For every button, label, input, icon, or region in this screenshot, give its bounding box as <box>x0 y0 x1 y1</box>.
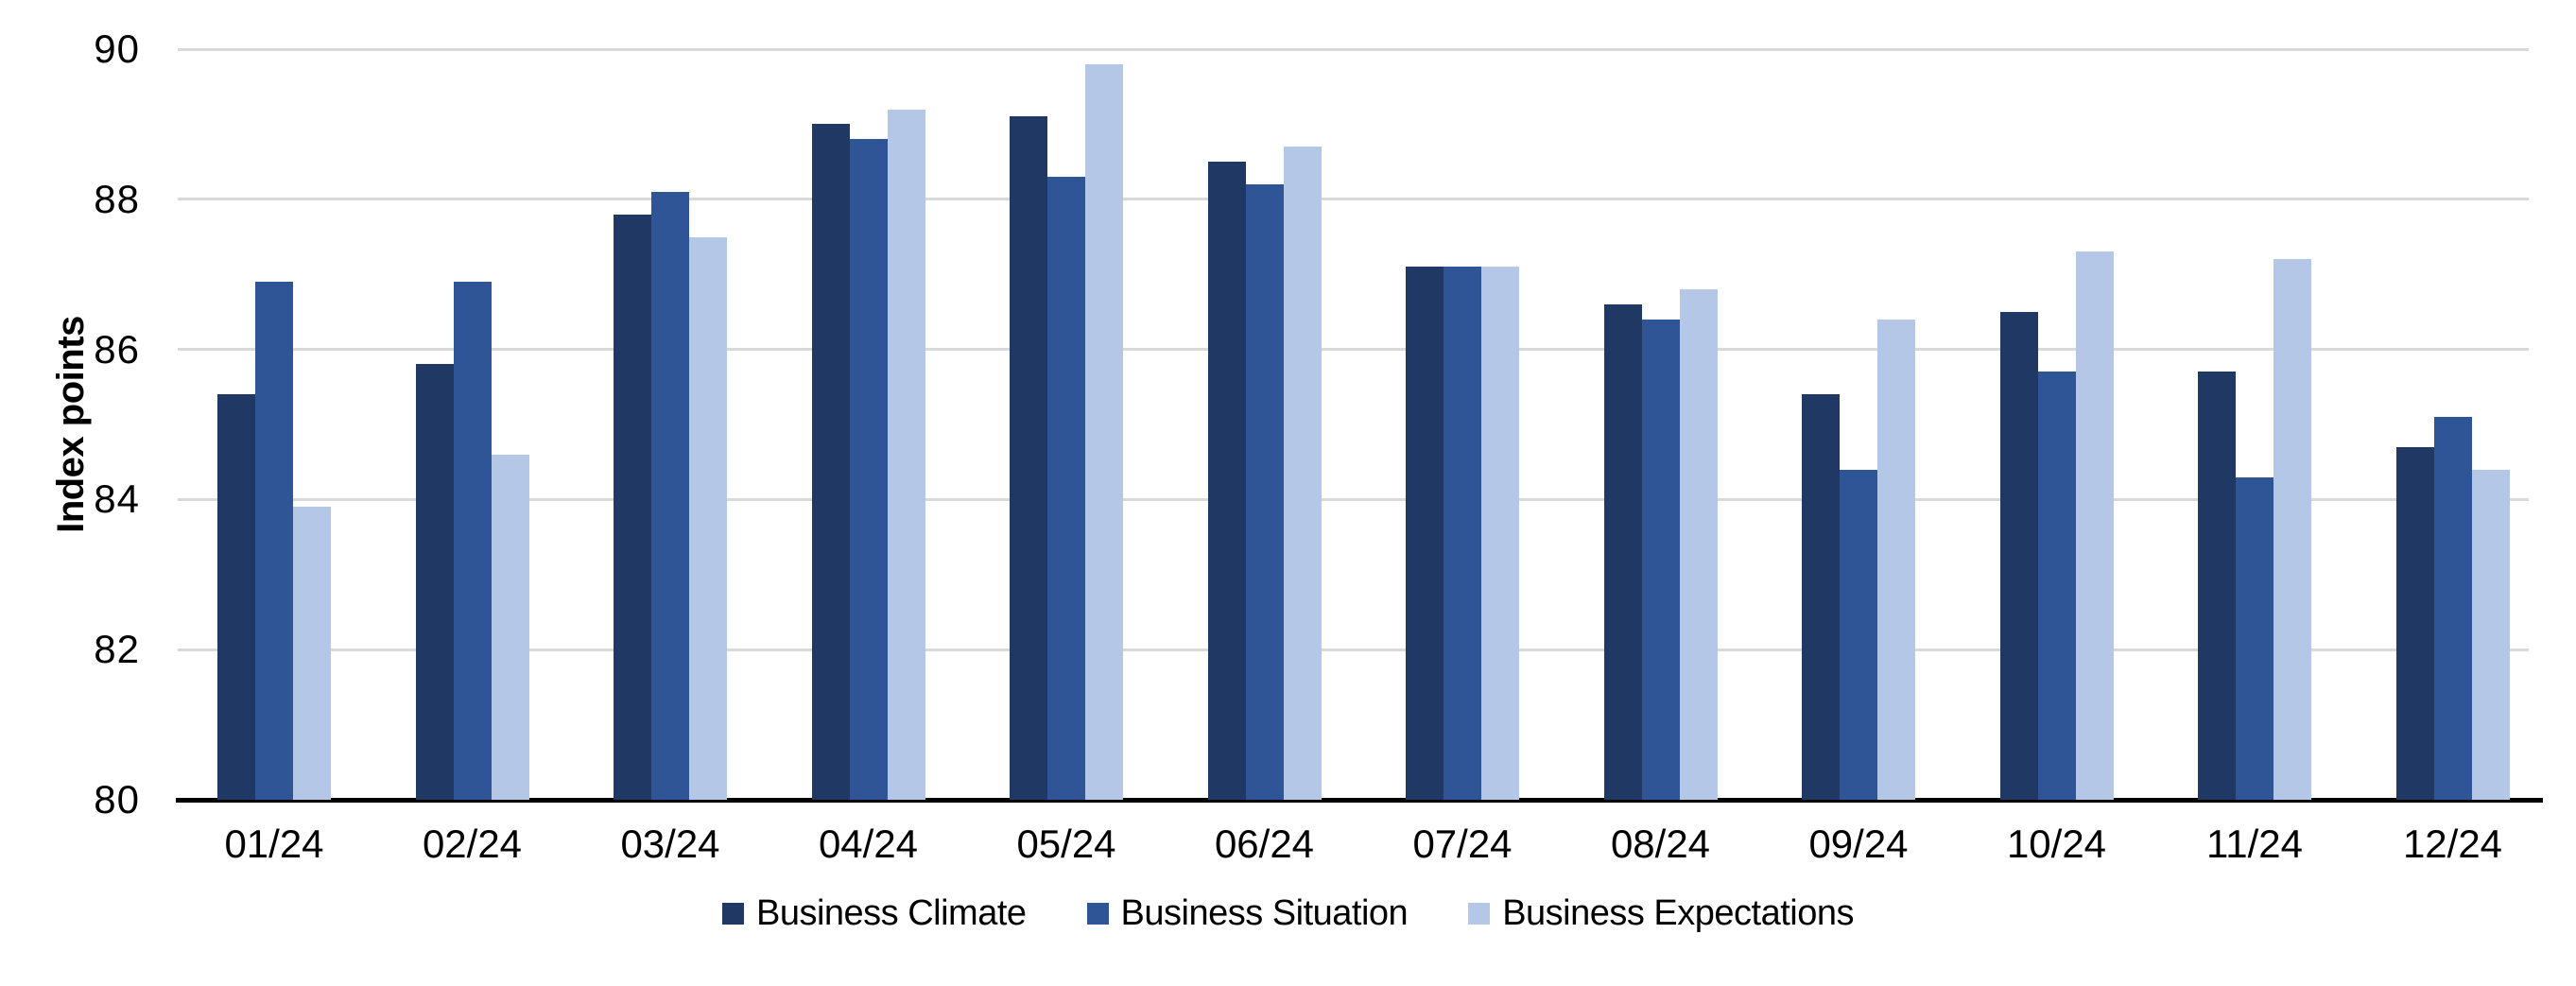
bar-business-climate-10-24 <box>1999 311 2038 800</box>
x-axis-label-10-24: 10/24 <box>2006 822 2107 866</box>
y-tick-label-80: 80 <box>94 777 140 822</box>
x-axis-label-04-24: 04/24 <box>818 822 919 866</box>
bar-business-expectations-02-24 <box>491 454 529 800</box>
legend: Business Climate Business Situation Busine… <box>0 891 2576 936</box>
gridline-84 <box>178 497 2529 501</box>
y-tick-label-86: 86 <box>94 326 140 372</box>
legend-marker-business-expectations <box>1468 902 1491 925</box>
legend-item-business-climate: Business Climate <box>721 891 1027 936</box>
x-axis-label-03-24: 03/24 <box>620 822 720 866</box>
bar-business-situation-05-24 <box>1047 176 1085 800</box>
bar-business-expectations-10-24 <box>2075 251 2114 800</box>
bar-business-expectations-12-24 <box>2471 469 2510 800</box>
legend-item-business-expectations: Business Expectations <box>1468 891 1855 936</box>
x-axis-label-08-24: 08/24 <box>1610 822 1711 866</box>
bar-business-situation-07-24 <box>1444 267 1481 800</box>
bar-business-situation-06-24 <box>1245 183 1284 800</box>
bar-business-expectations-01-24 <box>293 507 331 800</box>
bar-business-situation-04-24 <box>849 139 888 800</box>
bar-business-expectations-06-24 <box>1283 147 1322 800</box>
legend-item-business-situation: Business Situation <box>1086 891 1409 936</box>
bar-business-climate-03-24 <box>614 214 651 800</box>
bar-business-expectations-11-24 <box>2273 259 2311 800</box>
bar-business-expectations-08-24 <box>1679 289 1718 800</box>
y-tick-label-90: 90 <box>94 26 140 71</box>
bar-business-situation-08-24 <box>1641 319 1680 800</box>
legend-marker-business-climate <box>721 902 744 925</box>
gridline-82 <box>178 648 2529 651</box>
bar-business-expectations-03-24 <box>689 236 727 800</box>
y-tick-label-88: 88 <box>94 176 140 221</box>
legend-label-business-situation: Business Situation <box>1120 893 1409 933</box>
bar-business-climate-07-24 <box>1406 267 1444 800</box>
bar-business-expectations-07-24 <box>1481 267 1519 800</box>
x-axis-line <box>176 798 2543 803</box>
legend-label-business-climate: Business Climate <box>755 893 1027 933</box>
bar-business-situation-10-24 <box>2037 372 2076 800</box>
bar-business-expectations-04-24 <box>887 109 925 800</box>
x-axis-label-09-24: 09/24 <box>1808 822 1909 866</box>
bar-business-situation-09-24 <box>1840 469 1877 800</box>
gridline-88 <box>178 198 2529 201</box>
bar-business-climate-05-24 <box>1010 116 1047 800</box>
bar-business-climate-11-24 <box>2198 372 2236 800</box>
bar-business-expectations-05-24 <box>1085 63 1123 800</box>
gridline-90 <box>178 47 2529 51</box>
bar-business-climate-06-24 <box>1207 162 1246 800</box>
bar-business-situation-02-24 <box>453 282 492 800</box>
y-tick-label-82: 82 <box>94 627 140 672</box>
x-axis-label-07-24: 07/24 <box>1412 822 1513 866</box>
x-axis-label-02-24: 02/24 <box>422 822 523 866</box>
bar-business-climate-09-24 <box>1802 394 1840 800</box>
x-axis-label-12-24: 12/24 <box>2402 822 2503 866</box>
bar-business-situation-11-24 <box>2236 476 2273 800</box>
y-tick-label-84: 84 <box>94 476 140 522</box>
bar-business-situation-12-24 <box>2433 417 2472 800</box>
legend-marker-business-situation <box>1086 902 1109 925</box>
bar-business-climate-08-24 <box>1603 303 1642 800</box>
bar-business-situation-01-24 <box>255 282 293 800</box>
bar-business-expectations-09-24 <box>1877 319 1915 800</box>
x-axis-label-05-24: 05/24 <box>1016 822 1116 866</box>
gridline-86 <box>178 348 2529 352</box>
x-axis-label-01-24: 01/24 <box>224 822 324 866</box>
x-axis-label-11-24: 11/24 <box>2206 822 2303 866</box>
bar-business-situation-03-24 <box>651 191 689 800</box>
bar-business-climate-02-24 <box>415 364 454 800</box>
x-axis-label-06-24: 06/24 <box>1214 822 1315 866</box>
bar-business-climate-04-24 <box>811 124 850 800</box>
bar-business-climate-01-24 <box>217 394 255 800</box>
legend-label-business-expectations: Business Expectations <box>1502 893 1855 933</box>
bar-business-climate-12-24 <box>2395 446 2434 800</box>
